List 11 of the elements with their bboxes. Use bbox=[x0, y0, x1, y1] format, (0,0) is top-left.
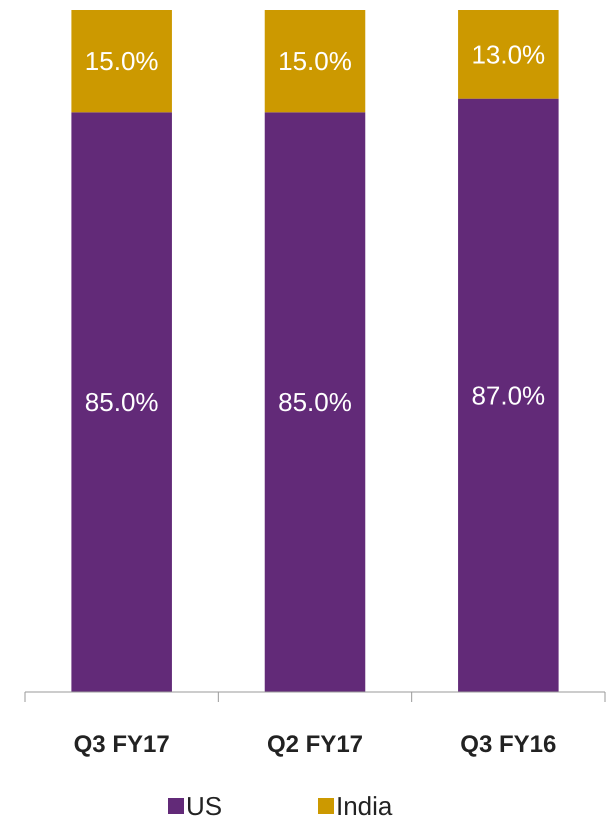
x-tick-label: Q3 FY16 bbox=[460, 731, 556, 758]
legend-label: India bbox=[336, 791, 393, 821]
legend-label: US bbox=[186, 791, 222, 821]
data-label: 85.0% bbox=[278, 387, 352, 418]
data-label: 85.0% bbox=[84, 387, 159, 418]
x-tick-label: Q3 FY17 bbox=[74, 731, 170, 758]
data-label: 13.0% bbox=[471, 39, 546, 70]
data-label: 15.0% bbox=[278, 46, 352, 76]
data-label: 15.0% bbox=[84, 46, 159, 76]
x-tick-label: Q2 FY17 bbox=[266, 731, 364, 758]
data-label: 87.0% bbox=[471, 380, 546, 410]
